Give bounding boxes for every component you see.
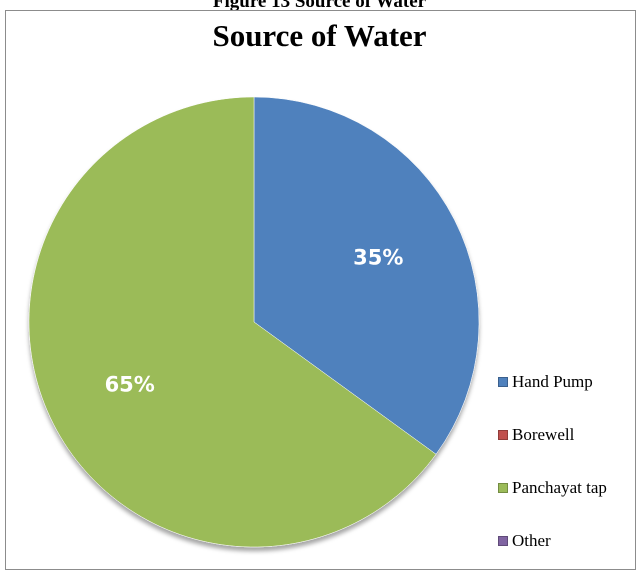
pie-chart: 35% 65% <box>28 96 480 548</box>
legend-swatch-borewell <box>498 430 508 440</box>
legend-swatch-other <box>498 536 508 546</box>
figure-caption: Figure 13 Source of Water <box>212 0 427 12</box>
data-label-panchayat-tap: 65% <box>105 372 155 396</box>
pie-slice-panchayat-tap <box>28 96 437 548</box>
legend-label-borewell: Borewell <box>512 425 575 444</box>
legend-label-other: Other <box>512 531 551 550</box>
data-label-hand-pump: 35% <box>353 246 403 270</box>
legend-item-other: Other <box>498 527 638 555</box>
legend-label-panchayat-tap: Panchayat tap <box>512 478 607 497</box>
legend-item-panchayat-tap: Panchayat tap <box>498 474 638 502</box>
chart-legend: Hand Pump Borewell Panchayat tap Other <box>498 368 638 580</box>
chart-title: Source of Water <box>212 18 427 53</box>
legend-label-hand-pump: Hand Pump <box>512 372 593 391</box>
legend-swatch-hand-pump <box>498 377 508 387</box>
legend-item-borewell: Borewell <box>498 421 638 449</box>
pie-slice-hand-pump <box>253 96 480 455</box>
legend-swatch-panchayat-tap <box>498 483 508 493</box>
legend-item-hand-pump: Hand Pump <box>498 368 638 396</box>
